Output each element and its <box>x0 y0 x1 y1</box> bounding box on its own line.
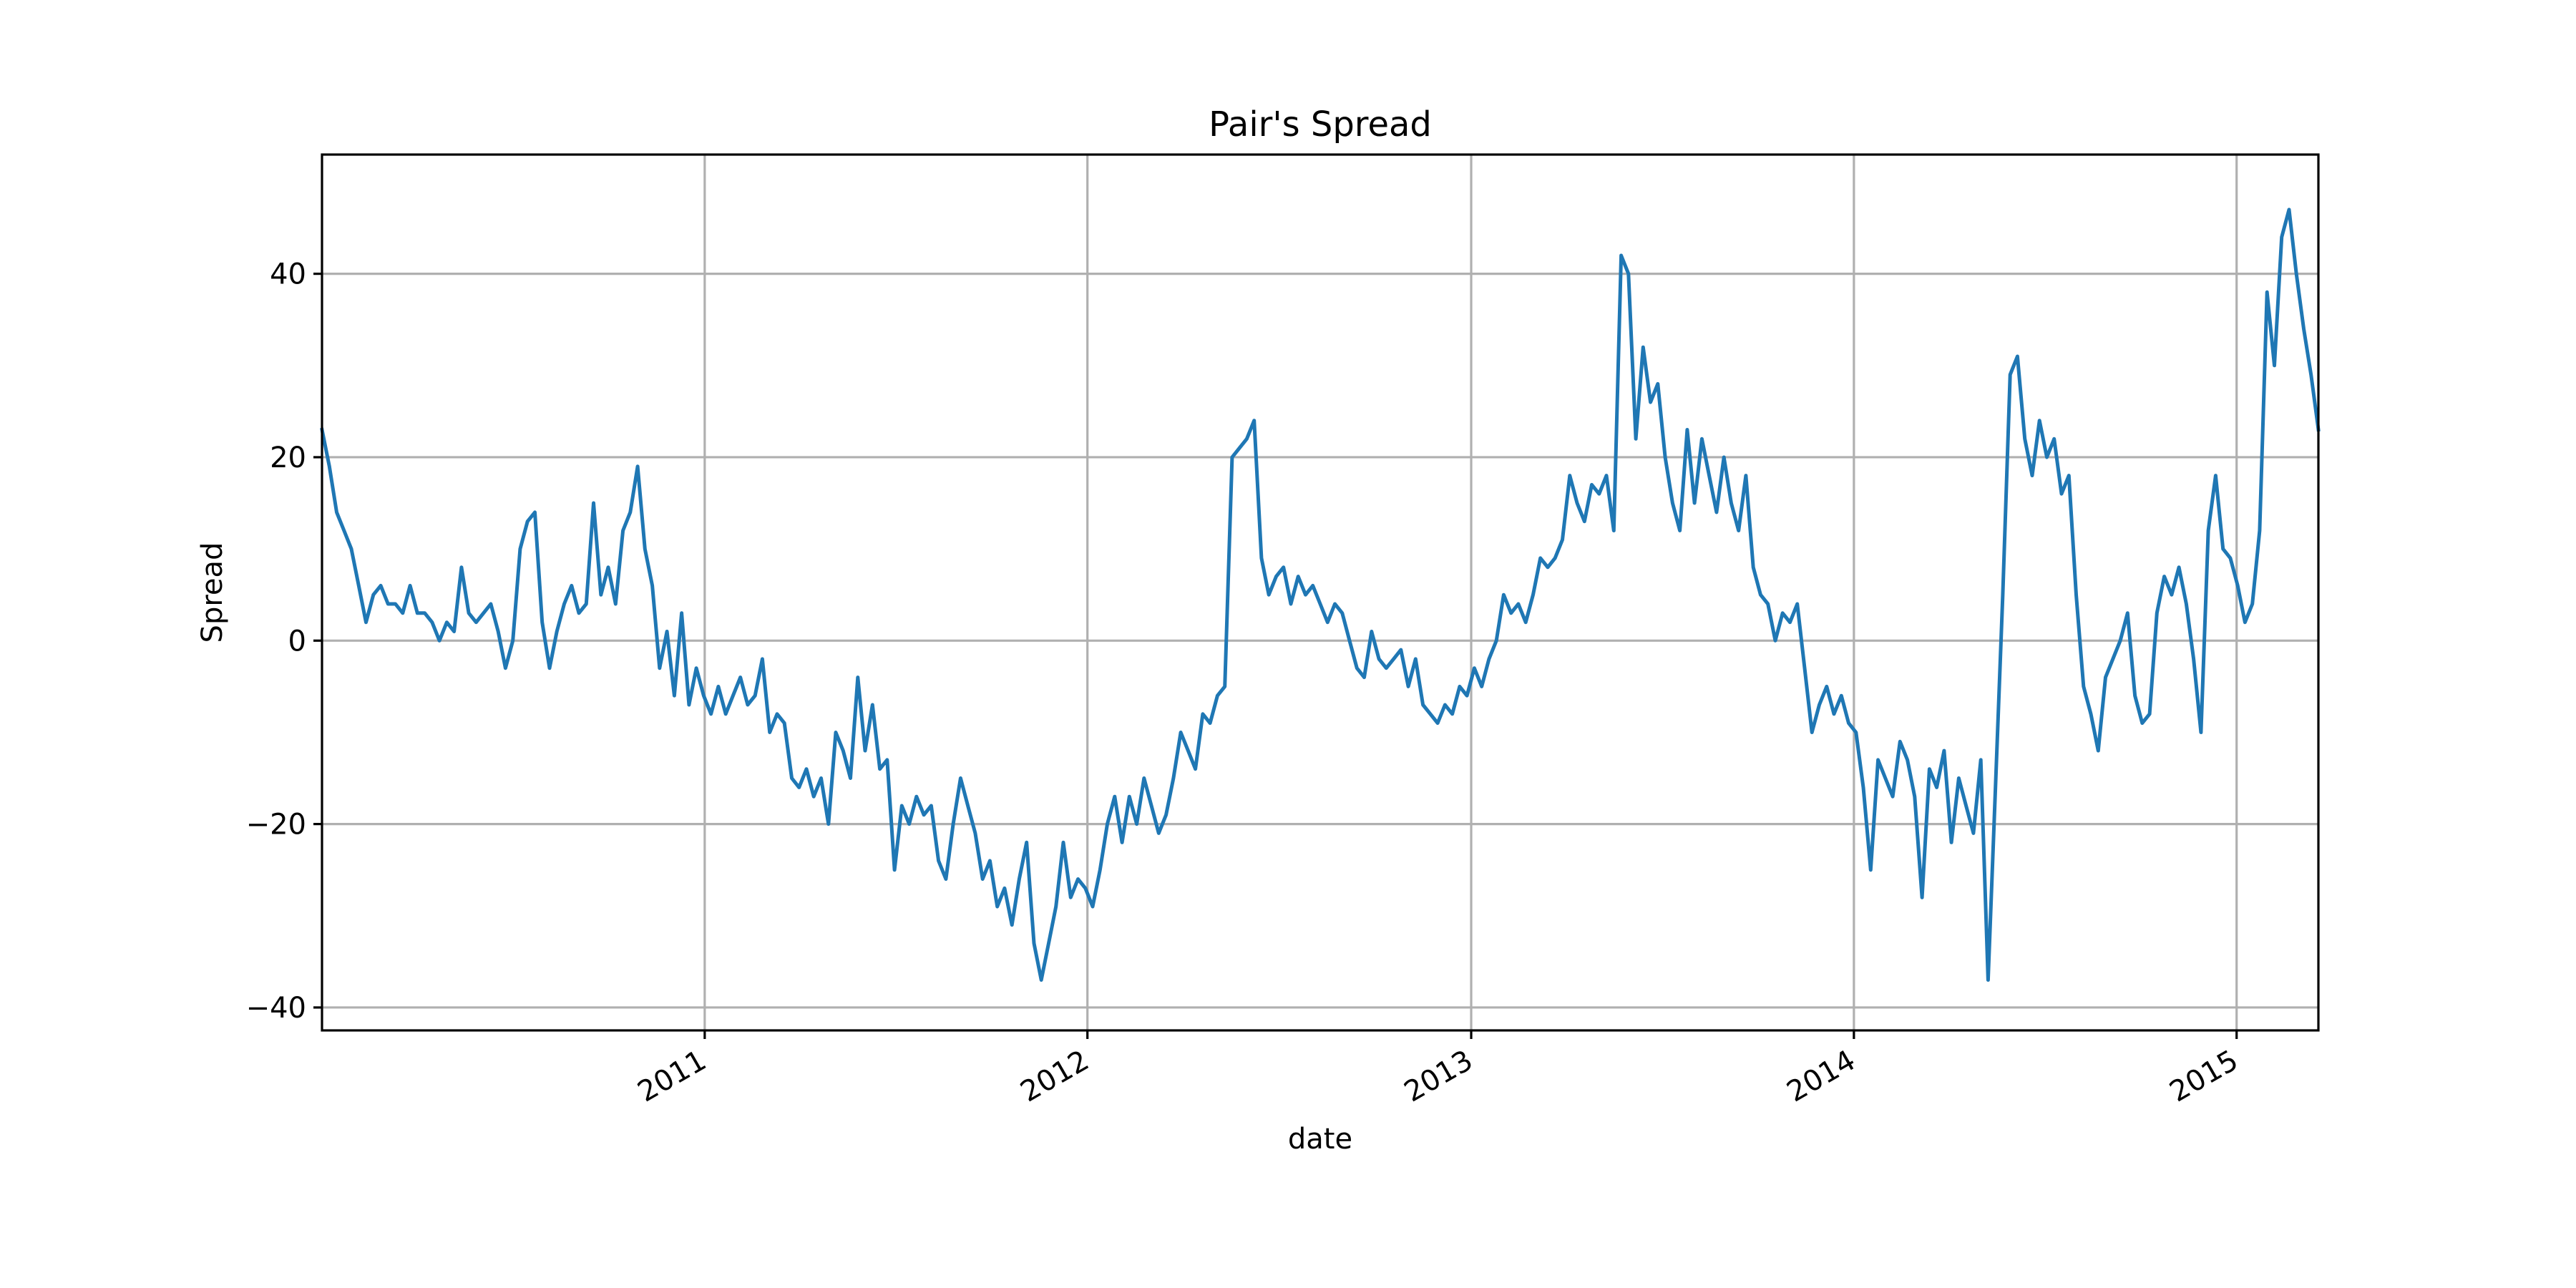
y-tick-label: −40 <box>246 992 306 1025</box>
y-axis-label: Spread <box>196 542 229 643</box>
x-axis-label: date <box>1288 1123 1352 1156</box>
plot-area <box>322 155 2318 1030</box>
series-line-0 <box>320 208 2321 982</box>
chart-title: Pair's Spread <box>1209 104 1432 145</box>
series-layer <box>320 208 2321 982</box>
y-tick-label: −20 <box>246 809 306 841</box>
y-tick-label: 40 <box>270 258 306 291</box>
plot-frame <box>321 153 2320 1032</box>
y-tick-label: 0 <box>288 625 306 658</box>
y-tick-label: 20 <box>270 441 306 474</box>
grid <box>322 155 2318 1030</box>
